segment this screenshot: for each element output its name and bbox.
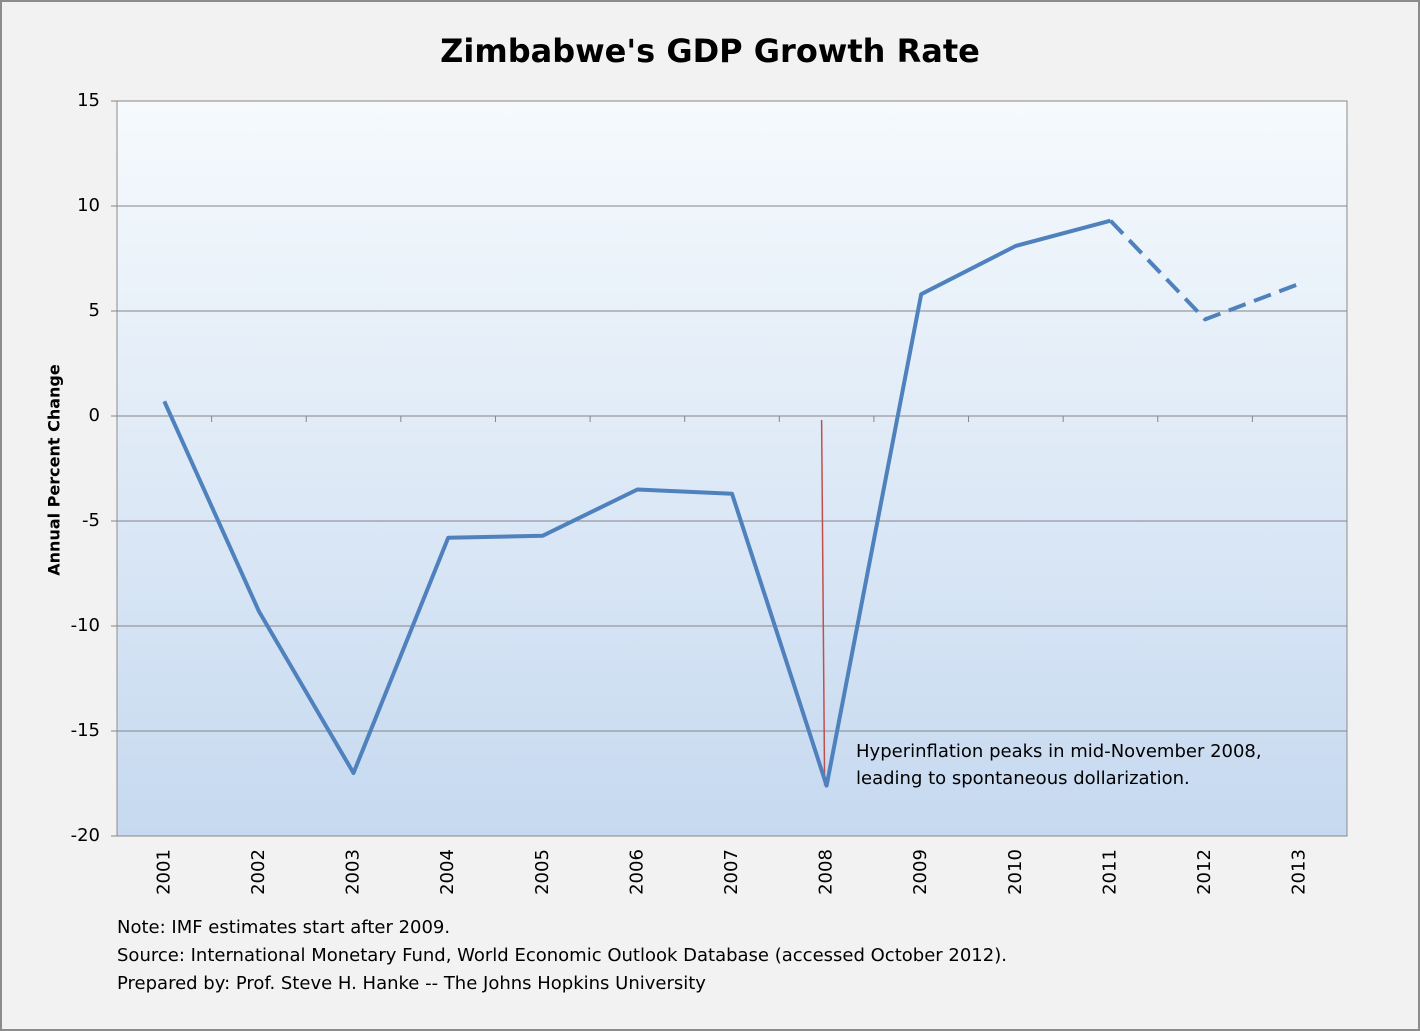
y-tick-label: 10	[77, 195, 100, 216]
annotation-text: Hyperinflation peaks in mid-November 200…	[856, 741, 1262, 762]
y-tick-label: 0	[89, 405, 100, 426]
y-tick-label: -20	[71, 825, 100, 846]
x-tick-label: 2013	[1289, 849, 1310, 895]
x-tick-label: 2007	[721, 849, 742, 895]
y-tick-label: -15	[71, 720, 100, 741]
x-tick-label: 2009	[910, 849, 931, 895]
y-tick-label: -10	[71, 615, 100, 636]
chart-title: Zimbabwe's GDP Growth Rate	[440, 32, 980, 70]
note: Source: International Monetary Fund, Wor…	[117, 945, 1007, 966]
y-tick-label: 15	[77, 90, 100, 111]
y-tick-label: 5	[89, 300, 100, 321]
x-tick-label: 2012	[1194, 849, 1215, 895]
note: Note: IMF estimates start after 2009.	[117, 917, 450, 938]
y-tick-label: -5	[82, 510, 100, 531]
annotation-line	[820, 419, 826, 786]
plot-area	[116, 100, 1348, 837]
x-tick-label: 2008	[816, 849, 837, 895]
y-axis-title: Annual Percent Change	[45, 364, 64, 576]
x-tick-label: 2010	[1005, 849, 1026, 895]
data-line	[162, 218, 1112, 788]
x-tick-label: 2006	[626, 849, 647, 895]
x-tick-label: 2001	[153, 849, 174, 895]
x-tick-label: 2003	[343, 849, 364, 895]
note: Prepared by: Prof. Steve H. Hanke -- The…	[117, 973, 706, 994]
x-tick-label: 2005	[532, 849, 553, 895]
x-tick-label: 2011	[1099, 849, 1120, 895]
annotation-text: leading to spontaneous dollarization.	[856, 768, 1190, 789]
x-tick-label: 2004	[437, 849, 458, 895]
x-tick-label: 2002	[248, 849, 269, 895]
data-line	[1109, 219, 1301, 322]
